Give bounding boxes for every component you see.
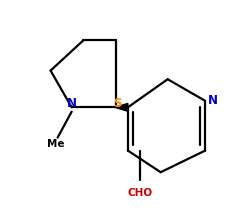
Text: N: N [208, 94, 218, 107]
Polygon shape [116, 103, 128, 111]
Text: S: S [113, 97, 122, 110]
Text: Me: Me [46, 139, 64, 149]
Text: N: N [67, 97, 77, 110]
Text: CHO: CHO [127, 188, 152, 198]
